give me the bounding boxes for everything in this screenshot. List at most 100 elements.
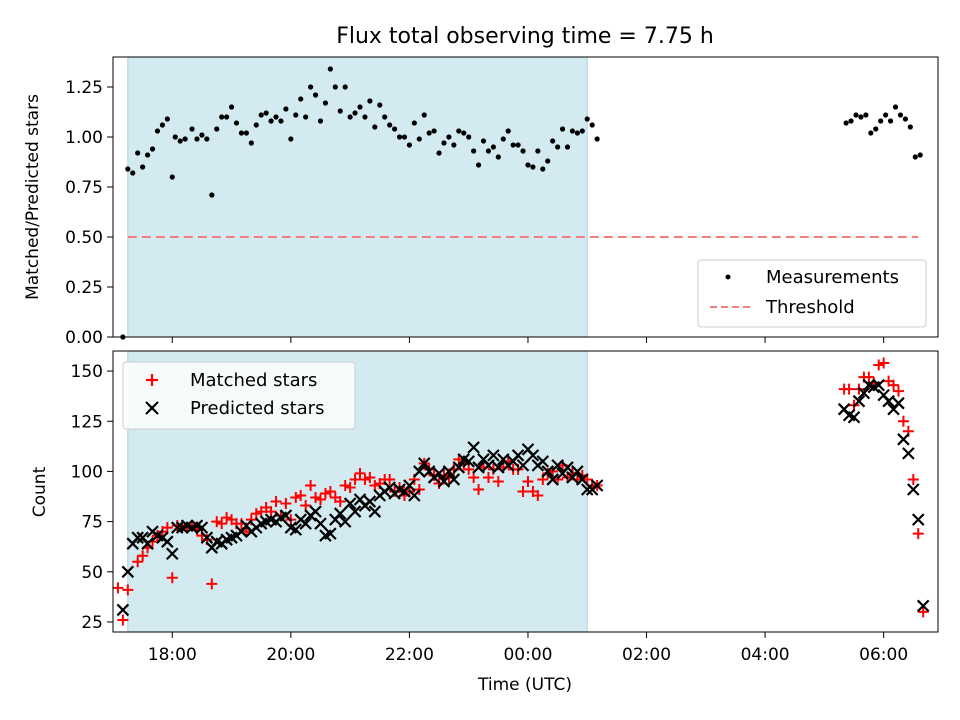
predicted-stars-point (432, 467, 446, 480)
measurements-point (917, 152, 923, 158)
measurements-point (194, 136, 200, 142)
matched-stars-point (463, 463, 475, 475)
predicted-stars-point (413, 465, 426, 478)
measurements-point (387, 122, 393, 128)
matched-stars-point (873, 359, 885, 371)
measurements-point (401, 134, 408, 140)
bottom-y-axis-label: Count (30, 466, 50, 517)
top-y-tick-label: 0.25 (65, 278, 103, 298)
legend-predicted-label: Predicted stars (190, 398, 324, 419)
predicted-stars-point (289, 523, 303, 536)
measurements-point (278, 118, 284, 124)
predicted-stars-point (299, 517, 312, 530)
bottom-x-ticks: 18:00 20:00 22:00 00:00 02:00 04:00 06:00 (148, 632, 908, 665)
measurements-point (555, 144, 561, 150)
measurements-point (130, 170, 136, 176)
top-y-tick-label: 0.00 (65, 328, 103, 348)
measurements-point (500, 136, 506, 142)
predicted-stars-point (892, 396, 905, 410)
measurements-point (293, 112, 299, 118)
predicted-stars-point (847, 410, 861, 424)
legend-predicted-marker (145, 401, 159, 415)
measurements-point (495, 154, 501, 160)
measurements-point (490, 144, 496, 150)
predicted-stars-point (541, 465, 555, 478)
bottom-panel: 25 50 75 100 125 150 18:00 20:00 22:00 00:00 02:0… (30, 350, 939, 695)
bottom-legend-box (122, 361, 356, 430)
predicted-stars-point (516, 459, 530, 472)
measurements-point (505, 128, 511, 134)
predicted-stars-point (348, 505, 362, 518)
measurements-point (377, 102, 383, 108)
measurements-point (199, 132, 205, 138)
measurements-point (853, 112, 859, 118)
predicted-stars-point (279, 509, 293, 522)
measurements-point (303, 114, 309, 120)
predicted-stars-point (131, 531, 144, 544)
matched-stars-point (166, 572, 178, 584)
measurements-point (209, 192, 215, 198)
predicted-stars-point (141, 537, 154, 550)
matched-stars-point (270, 496, 282, 508)
predicted-stars-point (511, 449, 525, 462)
predicted-stars-point (343, 497, 357, 510)
measurements-point (312, 92, 319, 98)
predicted-stars-point (437, 475, 451, 488)
measurements-point (149, 146, 156, 152)
measurements-point (219, 114, 225, 120)
legend-measurements-label: Measurements (766, 267, 899, 288)
predicted-stars-point (551, 459, 564, 472)
predicted-stars-point (403, 479, 416, 492)
matched-stars-point (132, 556, 144, 568)
predicted-stars-point (472, 461, 485, 474)
measurements-point (298, 96, 304, 102)
bottom-x-tick-label: 06:00 (859, 645, 908, 665)
matched-stars-point (492, 475, 504, 487)
matched-stars-point (310, 492, 322, 504)
predicted-stars-point (333, 507, 347, 520)
matched-stars-point (314, 494, 326, 506)
measurements-point (873, 126, 879, 132)
predicted-stars-point (897, 433, 910, 446)
matched-stars-point (359, 473, 371, 485)
matched-stars-point (878, 357, 890, 369)
measurements-point (485, 148, 492, 154)
measurements-point (347, 114, 353, 120)
measurements-point (550, 138, 556, 144)
matched-stars-point (280, 498, 292, 510)
bottom-y-tick-label: 100 (71, 462, 103, 482)
measurements-point (352, 110, 358, 116)
measurements-point (308, 84, 314, 90)
measurements-point (416, 136, 422, 142)
measurements-point (144, 152, 151, 158)
measurements-point (169, 174, 175, 180)
measurements-point (540, 166, 546, 172)
measurements-point (204, 136, 210, 142)
measurements-point (263, 110, 269, 116)
matched-stars-point (354, 467, 366, 479)
matched-stars-point (888, 379, 900, 391)
matched-stars-point (369, 479, 381, 491)
measurements-point (342, 84, 348, 90)
measurements-point (868, 130, 874, 136)
matched-stars-point (305, 479, 317, 491)
top-data-layer (120, 66, 923, 340)
matched-stars-point (161, 522, 173, 534)
legend-matched-label: Matched stars (190, 370, 317, 391)
matched-stars-point (522, 475, 534, 487)
measurements-point (907, 124, 913, 130)
measurements-point (228, 104, 235, 110)
matched-stars-point (907, 473, 919, 485)
measurements-point (446, 134, 452, 140)
measurements-point (426, 130, 432, 136)
matched-stars-point (384, 473, 396, 485)
top-legend: Measurements Threshold (697, 259, 927, 328)
chart-title: Flux total observing time = 7.75 h (336, 24, 714, 49)
matched-stars-point (324, 486, 336, 497)
bottom-y-tick-label: 125 (71, 412, 103, 432)
matched-stars-point (137, 550, 149, 562)
predicted-stars-point (363, 495, 377, 508)
predicted-stars-point (911, 513, 925, 526)
matched-stars-point (349, 473, 361, 485)
top-y-axis-label: Matched/Predicted stars (23, 94, 43, 300)
